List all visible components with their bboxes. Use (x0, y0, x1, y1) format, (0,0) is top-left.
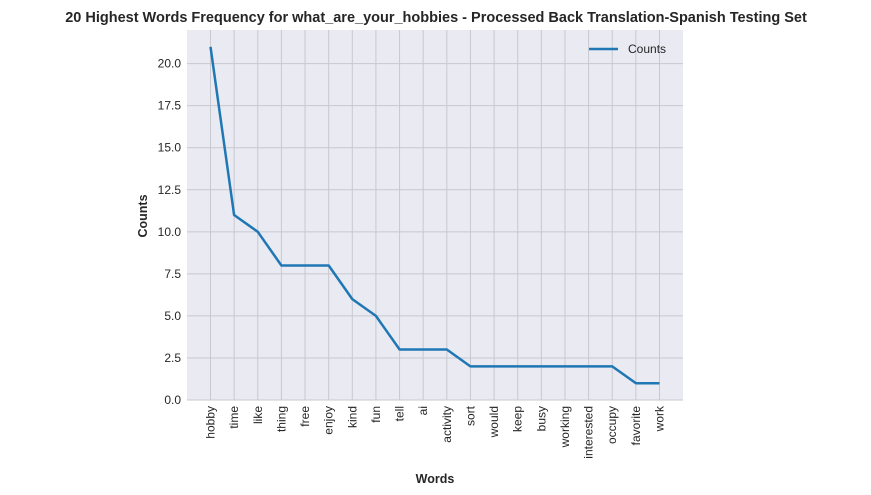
x-axis-label: Words (416, 472, 455, 486)
x-tick-label: like (251, 406, 265, 424)
x-tick-label: ai (416, 406, 430, 415)
y-tick-label: 10.0 (158, 225, 182, 239)
y-tick-label: 2.5 (164, 351, 181, 365)
y-tick-label: 17.5 (158, 99, 182, 113)
y-tick-label: 7.5 (164, 267, 181, 281)
x-tick-label: hobby (204, 406, 218, 439)
x-tick-label: working (558, 406, 572, 448)
series-layer (209, 46, 660, 385)
x-tick-label: work (653, 405, 667, 432)
x-tick-label: busy (534, 406, 548, 431)
x-tick-label: interested (582, 406, 596, 459)
legend-label-counts: Counts (628, 42, 666, 56)
chart-title: 20 Highest Words Frequency for what_are_… (65, 10, 807, 26)
x-tick-label: favorite (629, 406, 643, 446)
grid (187, 30, 683, 401)
x-tick-label: activity (440, 406, 454, 443)
x-tick-label: tell (393, 406, 407, 421)
series-line-counts (209, 46, 660, 385)
y-tick-label: 20.0 (158, 57, 182, 71)
x-tick-label: kind (345, 406, 359, 428)
x-tick-label: keep (511, 406, 525, 432)
x-tick-label: sort (463, 405, 477, 426)
y-tick-label: 15.0 (158, 141, 182, 155)
x-tick-label: would (487, 406, 501, 438)
x-tick-label: fun (369, 406, 383, 423)
y-axis-label: Counts (136, 194, 150, 237)
x-tick-label: enjoy (322, 406, 336, 435)
x-tick-label: thing (274, 406, 288, 432)
y-tick-label: 12.5 (158, 183, 182, 197)
legend: Counts (589, 42, 666, 56)
y-axis-ticks: 0.0 2.5 5.0 7.5 10.0 12.5 15.0 17.5 20.0 (158, 57, 182, 407)
y-tick-label: 0.0 (164, 393, 181, 407)
y-tick-label: 5.0 (164, 309, 181, 323)
x-tick-label: free (298, 406, 312, 427)
plot-area (187, 30, 683, 400)
x-tick-label: occupy (605, 406, 619, 444)
x-tick-label: time (227, 406, 241, 429)
x-axis-ticks: hobby time like thing free enjoy kind fun tell ai… (204, 405, 667, 459)
